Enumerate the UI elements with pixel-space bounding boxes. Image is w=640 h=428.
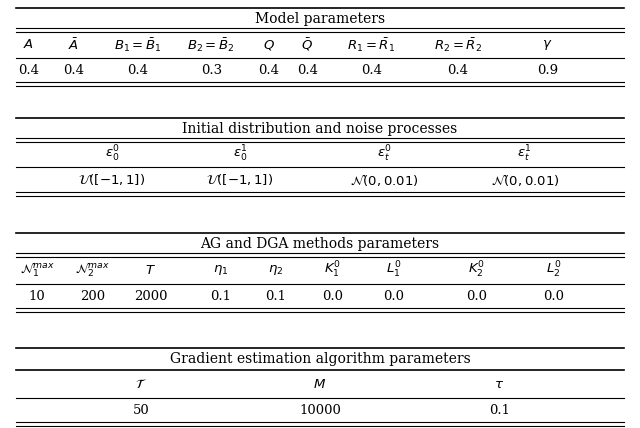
- Text: $\bar{Q}$: $\bar{Q}$: [301, 37, 313, 54]
- Text: $\epsilon_t^1$: $\epsilon_t^1$: [517, 144, 532, 164]
- Text: $T$: $T$: [145, 264, 156, 276]
- Text: $B_2=\bar{B}_2$: $B_2=\bar{B}_2$: [188, 36, 235, 54]
- Text: 0.0: 0.0: [543, 291, 564, 303]
- Text: 0.4: 0.4: [447, 65, 468, 77]
- Text: $A$: $A$: [24, 39, 34, 51]
- Text: $\eta_2$: $\eta_2$: [268, 263, 283, 277]
- Text: $Q$: $Q$: [263, 38, 275, 52]
- Text: $\mathcal{N}_2^{max}$: $\mathcal{N}_2^{max}$: [76, 261, 110, 279]
- Text: $\mathcal{T}$: $\mathcal{T}$: [135, 377, 147, 390]
- Text: $K_1^0$: $K_1^0$: [324, 260, 341, 280]
- Text: 200: 200: [80, 291, 106, 303]
- Text: $R_2=\bar{R}_2$: $R_2=\bar{R}_2$: [434, 36, 481, 54]
- Text: $\mathcal{N}(0,0.01)$: $\mathcal{N}(0,0.01)$: [490, 172, 559, 188]
- Text: $\epsilon_0^0$: $\epsilon_0^0$: [104, 144, 120, 164]
- Text: 10: 10: [29, 291, 45, 303]
- Text: 0.4: 0.4: [361, 65, 381, 77]
- Text: $L_1^0$: $L_1^0$: [386, 260, 401, 280]
- Text: 0.4: 0.4: [63, 65, 84, 77]
- Text: $\gamma$: $\gamma$: [542, 38, 552, 52]
- Text: 0.0: 0.0: [467, 291, 487, 303]
- Text: AG and DGA methods parameters: AG and DGA methods parameters: [200, 237, 440, 251]
- Text: $\mathcal{N}_1^{max}$: $\mathcal{N}_1^{max}$: [20, 261, 54, 279]
- Text: 0.1: 0.1: [489, 404, 509, 417]
- Text: $L_2^0$: $L_2^0$: [546, 260, 561, 280]
- Text: 0.4: 0.4: [127, 65, 148, 77]
- Text: $R_1=\bar{R}_1$: $R_1=\bar{R}_1$: [347, 36, 396, 54]
- Text: 0.4: 0.4: [19, 65, 39, 77]
- Text: 2000: 2000: [134, 291, 167, 303]
- Text: 0.4: 0.4: [297, 65, 317, 77]
- Text: $\tau$: $\tau$: [494, 377, 504, 390]
- Text: Initial distribution and noise processes: Initial distribution and noise processes: [182, 122, 458, 136]
- Text: 0.0: 0.0: [323, 291, 343, 303]
- Text: $\bar{A}$: $\bar{A}$: [68, 37, 79, 53]
- Text: 0.0: 0.0: [383, 291, 404, 303]
- Text: 0.1: 0.1: [265, 291, 285, 303]
- Text: 0.9: 0.9: [536, 65, 558, 77]
- Text: $B_1=\bar{B}_1$: $B_1=\bar{B}_1$: [114, 36, 161, 54]
- Text: $\epsilon_0^1$: $\epsilon_0^1$: [232, 144, 248, 164]
- Text: $K_2^0$: $K_2^0$: [468, 260, 485, 280]
- Text: 50: 50: [132, 404, 149, 417]
- Text: 10000: 10000: [299, 404, 341, 417]
- Text: 0.1: 0.1: [211, 291, 231, 303]
- Text: 0.4: 0.4: [259, 65, 279, 77]
- Text: Gradient estimation algorithm parameters: Gradient estimation algorithm parameters: [170, 352, 470, 366]
- Text: $\mathcal{N}(0,0.01)$: $\mathcal{N}(0,0.01)$: [349, 172, 419, 188]
- Text: 0.3: 0.3: [200, 65, 222, 77]
- Text: $\mathcal{U}([-1,1])$: $\mathcal{U}([-1,1])$: [207, 172, 273, 187]
- Text: $\epsilon_t^0$: $\epsilon_t^0$: [376, 144, 392, 164]
- Text: $\mathcal{U}([-1,1])$: $\mathcal{U}([-1,1])$: [79, 172, 145, 187]
- Text: $M$: $M$: [314, 377, 326, 390]
- Text: Model parameters: Model parameters: [255, 12, 385, 26]
- Text: $\eta_1$: $\eta_1$: [213, 263, 228, 277]
